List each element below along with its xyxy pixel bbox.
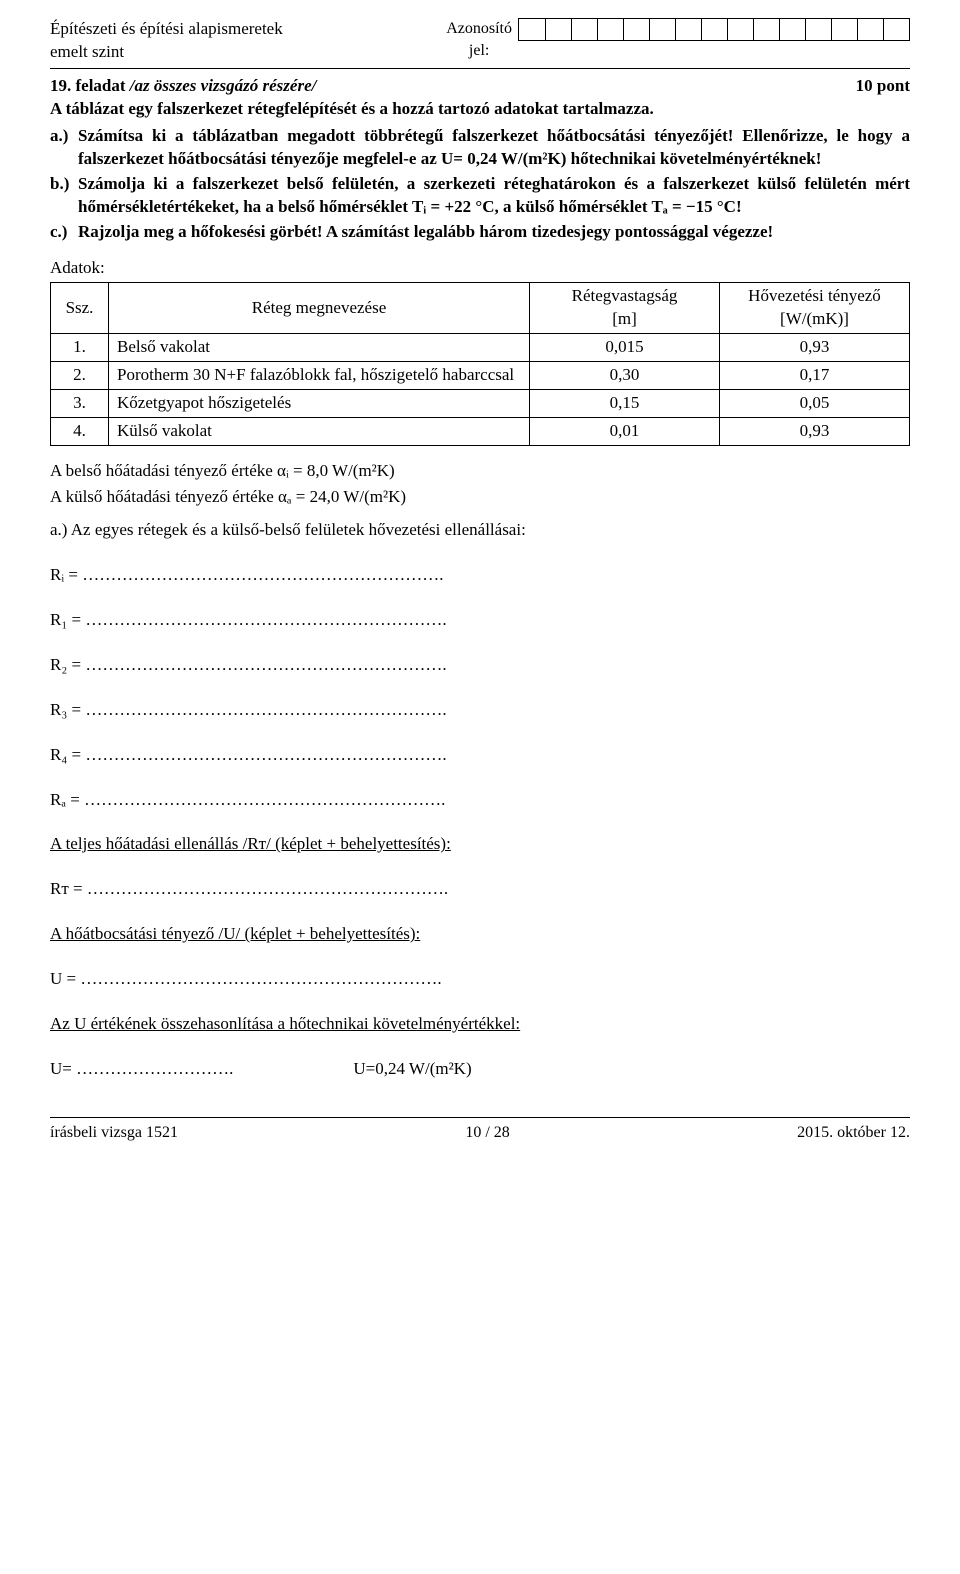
cell-thickness: 0,015 (530, 334, 720, 362)
eq-r1: R₁ = ………………………………………………………. (50, 609, 910, 632)
col-header-thickness: Rétegvastagság [m] (530, 283, 720, 334)
col-header-conductivity: Hővezetési tényező [W/(mK)] (720, 283, 910, 334)
eq-r3: R₃ = ………………………………………………………. (50, 699, 910, 722)
table-row: 3. Kőzetgyapot hőszigetelés 0,15 0,05 (51, 390, 910, 418)
cell-thickness: 0,15 (530, 390, 720, 418)
id-box[interactable] (597, 19, 623, 40)
section-a-heading: a.) Az egyes rétegek és a külső-belső fe… (50, 519, 910, 542)
cell-thickness: 0,30 (530, 362, 720, 390)
task-item-b: b.) Számolja ki a falszerkezet belső fel… (50, 173, 910, 219)
id-box[interactable] (857, 19, 883, 40)
cell-name: Belső vakolat (109, 334, 530, 362)
id-label-line1: Azonosító (446, 20, 512, 37)
task-title: 19. feladat /az összes vizsgázó részére/ (50, 75, 316, 98)
table-header-row: Ssz. Réteg megnevezése Rétegvastagság [m… (51, 283, 910, 334)
eq-r2: R₂ = ………………………………………………………. (50, 654, 910, 677)
rt-heading: A teljes hőátadási ellenállás /Rᴛ/ (képl… (50, 833, 910, 856)
col-header-thickness-l2: [m] (612, 309, 637, 328)
compare-heading: Az U értékének összehasonlítása a hőtech… (50, 1013, 910, 1036)
id-label-line2: jel: (469, 42, 489, 59)
eq-rt: Rᴛ = ………………………………………………………. (50, 878, 910, 901)
task-label-b: b.) (50, 173, 78, 219)
cell-name: Kőzetgyapot hőszigetelés (109, 390, 530, 418)
task-title-row: 19. feladat /az összes vizsgázó részére/… (50, 75, 910, 98)
col-header-cond-l1: Hővezetési tényező (748, 286, 881, 305)
col-header-thickness-l1: Rétegvastagság (572, 286, 678, 305)
u-compare-row: U= ………………………. U=0,24 W/(m²K) (50, 1058, 910, 1081)
id-box[interactable] (779, 19, 805, 40)
task-body-a: Számítsa ki a táblázatban megadott többr… (78, 125, 910, 171)
table-row: 1. Belső vakolat 0,015 0,93 (51, 334, 910, 362)
id-block: Azonosító jel: (526, 18, 910, 61)
task-body-b: Számolja ki a falszerkezet belső felület… (78, 173, 910, 219)
task-label-a: a.) (50, 125, 78, 171)
id-boxes-row (519, 19, 909, 40)
alpha-i-line: A belső hőátadási tényező értéke αᵢ = 8,… (50, 460, 910, 483)
cell-ssz: 2. (51, 362, 109, 390)
eq-u: U = ………………………………………………………. (50, 968, 910, 991)
col-header-ssz: Ssz. (51, 283, 109, 334)
id-box[interactable] (571, 19, 597, 40)
task-points: 10 pont (856, 75, 910, 98)
id-box[interactable] (545, 19, 571, 40)
id-box[interactable] (727, 19, 753, 40)
eq-r4: R₄ = ………………………………………………………. (50, 744, 910, 767)
id-box[interactable] (649, 19, 675, 40)
col-header-name: Réteg megnevezése (109, 283, 530, 334)
u-result: U= ………………………. (50, 1058, 233, 1081)
table-row: 2. Porotherm 30 N+F falazóblokk fal, hős… (51, 362, 910, 390)
task-audience: /az összes vizsgázó részére/ (130, 76, 317, 95)
table-row: 4. Külső vakolat 0,01 0,93 (51, 418, 910, 446)
cell-conductivity: 0,93 (720, 418, 910, 446)
cell-ssz: 1. (51, 334, 109, 362)
task-number: 19. feladat (50, 76, 130, 95)
task-intro: A táblázat egy falszerkezet rétegfelépít… (50, 98, 910, 121)
u-heading: A hőátbocsátási tényező /U/ (képlet + be… (50, 923, 910, 946)
task-list: a.) Számítsa ki a táblázatban megadott t… (50, 125, 910, 244)
id-box[interactable] (883, 19, 909, 40)
page-header: Építészeti és építési alapismeretek emel… (50, 18, 910, 64)
page-footer: írásbeli vizsga 1521 10 / 28 2015. októb… (50, 1122, 910, 1144)
task-item-a: a.) Számítsa ki a táblázatban megadott t… (50, 125, 910, 171)
header-left: Építészeti és építési alapismeretek emel… (50, 18, 283, 64)
id-box[interactable] (831, 19, 857, 40)
cell-conductivity: 0,93 (720, 334, 910, 362)
task-label-c: c.) (50, 221, 78, 244)
id-boxes-grid (518, 18, 910, 41)
id-box[interactable] (701, 19, 727, 40)
layers-table: Ssz. Réteg megnevezése Rétegvastagság [m… (50, 282, 910, 446)
id-box[interactable] (675, 19, 701, 40)
cell-thickness: 0,01 (530, 418, 720, 446)
cell-ssz: 3. (51, 390, 109, 418)
cell-name: Külső vakolat (109, 418, 530, 446)
footer-center: 10 / 28 (465, 1122, 509, 1144)
cell-conductivity: 0,05 (720, 390, 910, 418)
eq-ri: Rᵢ = ………………………………………………………. (50, 564, 910, 587)
header-rule (50, 68, 910, 69)
task-body-c: Rajzolja meg a hőfokesési görbét! A szám… (78, 221, 910, 244)
u-requirement: U=0,24 W/(m²K) (353, 1058, 471, 1081)
data-label: Adatok: (50, 257, 910, 280)
id-box[interactable] (805, 19, 831, 40)
alpha-a-line: A külső hőátadási tényező értéke αₐ = 24… (50, 486, 910, 509)
subject-line: Építészeti és építési alapismeretek (50, 19, 283, 38)
task-item-c: c.) Rajzolja meg a hőfokesési görbét! A … (50, 221, 910, 244)
id-box[interactable] (519, 19, 545, 40)
id-box[interactable] (753, 19, 779, 40)
cell-ssz: 4. (51, 418, 109, 446)
col-header-cond-l2: [W/(mK)] (780, 309, 849, 328)
id-label: Azonosító jel: (446, 18, 512, 61)
footer-right: 2015. október 12. (797, 1122, 910, 1144)
cell-name: Porotherm 30 N+F falazóblokk fal, hőszig… (109, 362, 530, 390)
footer-left: írásbeli vizsga 1521 (50, 1122, 178, 1144)
footer-rule (50, 1117, 910, 1118)
level-line: emelt szint (50, 42, 124, 61)
eq-ra: Rₐ = ………………………………………………………. (50, 789, 910, 812)
cell-conductivity: 0,17 (720, 362, 910, 390)
id-box[interactable] (623, 19, 649, 40)
